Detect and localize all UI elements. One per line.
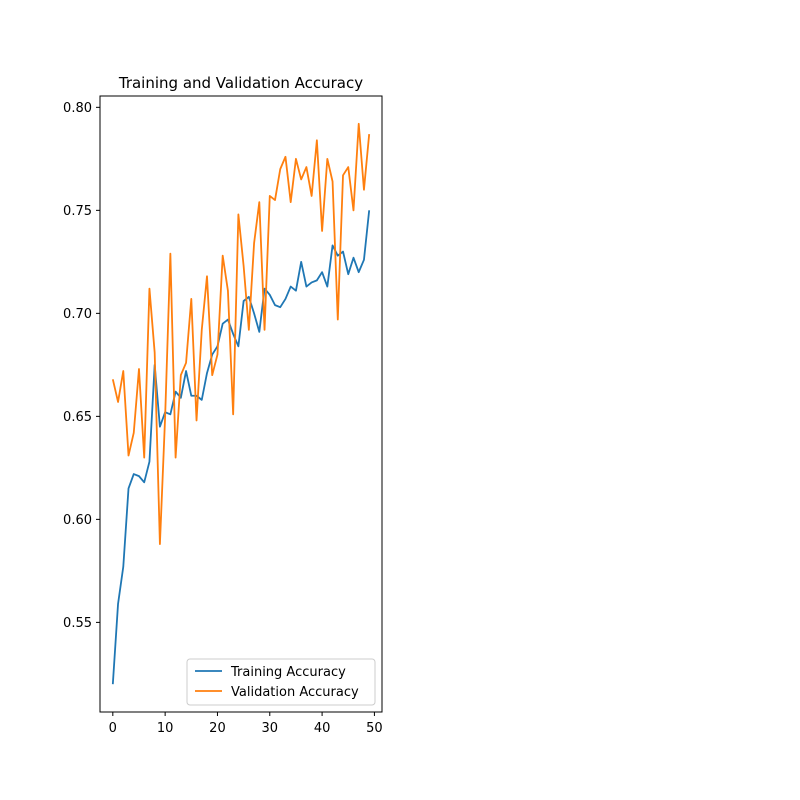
axes-frame [99,95,383,713]
legend-box [186,658,376,706]
series-line-training [111,210,371,685]
y-tick-label: 0.60 [63,513,92,528]
y-tick-label: 0.65 [63,410,92,425]
x-tick-label: 0 [109,721,117,736]
x-tick-label: 20 [209,721,226,736]
legend: Training Accuracy Validation Accuracy [186,658,376,706]
y-tick-label: 0.55 [63,616,92,631]
y-axis: 0.55 0.60 0.65 0.70 0.75 0.80 [63,101,100,631]
legend-label-training: Training Accuracy [230,665,346,680]
legend-label-validation: Validation Accuracy [231,685,359,700]
x-tick-label: 40 [314,721,331,736]
x-axis: 0 10 20 30 40 50 [109,712,383,736]
x-tick-label: 30 [262,721,279,736]
y-tick-label: 0.75 [63,204,92,219]
y-tick-label: 0.80 [63,101,92,116]
series-line-validation [111,122,371,545]
chart-title: Training and Validation Accuracy [118,74,363,92]
x-tick-label: 50 [366,721,383,736]
y-tick-label: 0.70 [63,307,92,322]
plot-lines [111,122,371,685]
x-tick-label: 10 [157,721,174,736]
